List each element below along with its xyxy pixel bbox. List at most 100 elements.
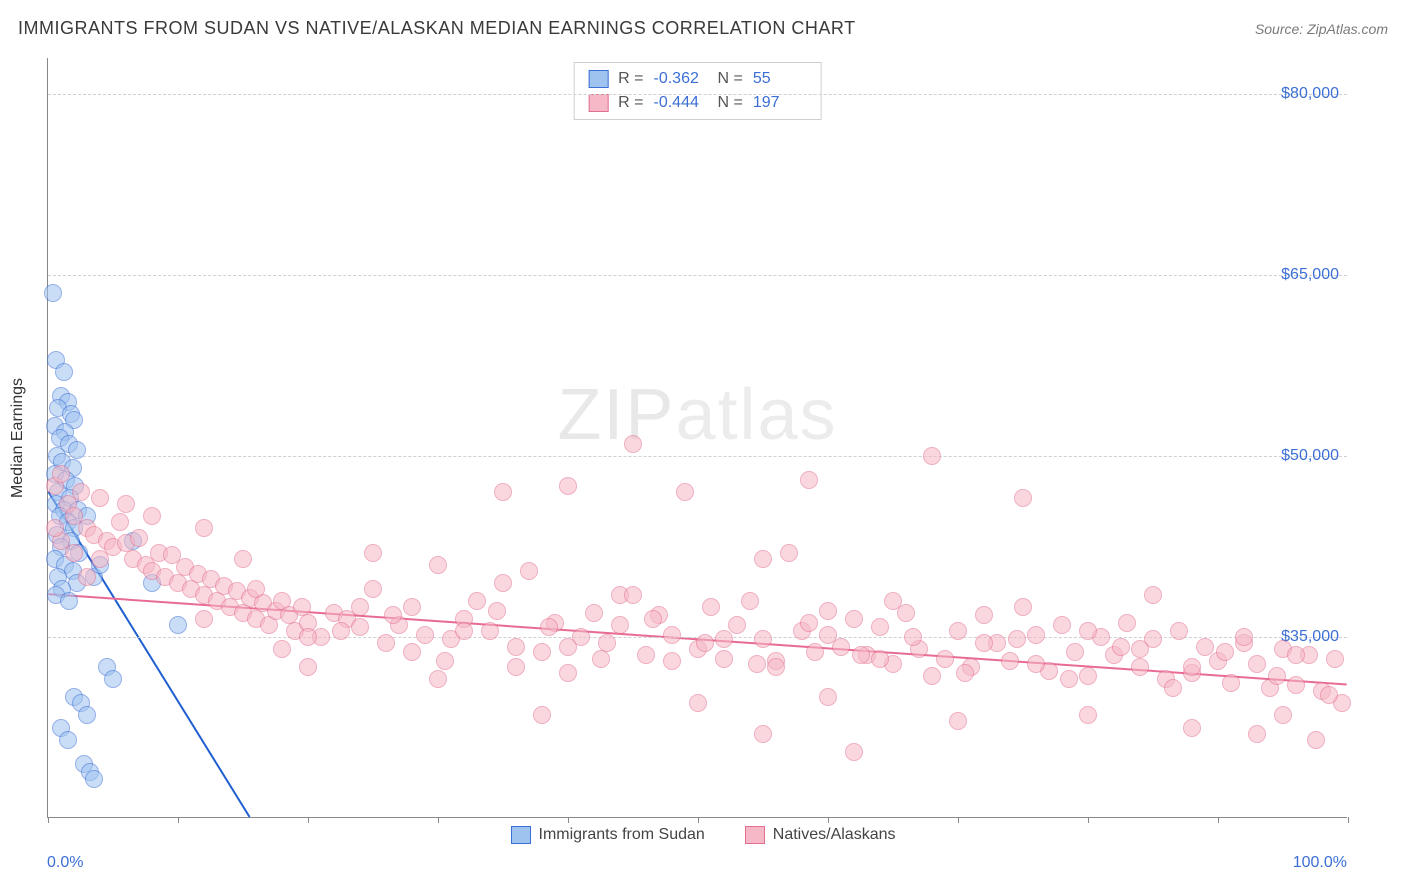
scatter-point: [46, 519, 64, 537]
scatter-point: [468, 592, 486, 610]
scatter-point: [806, 643, 824, 661]
scatter-point: [351, 618, 369, 636]
legend-swatch: [511, 826, 531, 844]
scatter-point: [416, 626, 434, 644]
scatter-point: [377, 634, 395, 652]
scatter-point: [1216, 643, 1234, 661]
scatter-point: [533, 706, 551, 724]
scatter-point: [52, 465, 70, 483]
scatter-point: [767, 658, 785, 676]
scatter-point: [488, 602, 506, 620]
legend-swatch: [745, 826, 765, 844]
scatter-point: [1183, 719, 1201, 737]
stats-legend-box: R =-0.362N =55R =-0.444N =197: [573, 62, 822, 120]
scatter-point: [1320, 686, 1338, 704]
scatter-point: [429, 556, 447, 574]
scatter-point: [1014, 598, 1032, 616]
scatter-point: [403, 598, 421, 616]
scatter-point: [624, 586, 642, 604]
scatter-point: [689, 694, 707, 712]
scatter-point: [663, 626, 681, 644]
gridline: [48, 275, 1347, 276]
scatter-point: [1307, 731, 1325, 749]
scatter-point: [1027, 655, 1045, 673]
scatter-point: [1326, 650, 1344, 668]
scatter-point: [1248, 655, 1266, 673]
scatter-point: [1008, 630, 1026, 648]
scatter-point: [923, 447, 941, 465]
x-tick: [308, 817, 309, 823]
scatter-point: [754, 550, 772, 568]
scatter-point: [611, 616, 629, 634]
scatter-point: [702, 598, 720, 616]
scatter-point: [741, 592, 759, 610]
scatter-point: [540, 618, 558, 636]
scatter-point: [403, 643, 421, 661]
scatter-point: [624, 435, 642, 453]
scatter-point: [819, 626, 837, 644]
scatter-point: [117, 495, 135, 513]
scatter-point: [104, 670, 122, 688]
x-tick: [438, 817, 439, 823]
scatter-point: [696, 634, 714, 652]
scatter-point: [1001, 652, 1019, 670]
scatter-point: [364, 580, 382, 598]
scatter-point: [1268, 667, 1286, 685]
scatter-point: [299, 628, 317, 646]
scatter-point: [195, 610, 213, 628]
scatter-point: [884, 592, 902, 610]
scatter-point: [728, 616, 746, 634]
scatter-point: [111, 513, 129, 531]
scatter-point: [72, 483, 90, 501]
scatter-point: [1131, 640, 1149, 658]
legend-label: Immigrants from Sudan: [539, 826, 705, 844]
y-tick-label: $80,000: [1281, 85, 1339, 103]
gridline: [48, 94, 1347, 95]
legend-swatch: [588, 94, 608, 112]
scatter-point: [663, 652, 681, 670]
scatter-point: [429, 670, 447, 688]
scatter-point: [585, 604, 603, 622]
scatter-point: [91, 489, 109, 507]
x-tick: [178, 817, 179, 823]
scatter-point: [1287, 676, 1305, 694]
scatter-point: [169, 616, 187, 634]
x-tick: [1348, 817, 1349, 823]
x-tick: [1088, 817, 1089, 823]
scatter-point: [1248, 725, 1266, 743]
scatter-point: [332, 622, 350, 640]
scatter-point: [1014, 489, 1032, 507]
scatter-point: [1222, 674, 1240, 692]
scatter-point: [507, 638, 525, 656]
scatter-point: [904, 628, 922, 646]
scatter-point: [715, 630, 733, 648]
scatter-point: [351, 598, 369, 616]
y-tick-label: $65,000: [1281, 266, 1339, 284]
scatter-point: [715, 650, 733, 668]
scatter-point: [949, 712, 967, 730]
scatter-point: [871, 618, 889, 636]
stats-row: R =-0.362N =55: [588, 67, 807, 91]
gridline: [48, 456, 1347, 457]
scatter-point: [1183, 658, 1201, 676]
legend-label: Natives/Alaskans: [773, 826, 896, 844]
scatter-point: [1131, 658, 1149, 676]
scatter-point: [55, 363, 73, 381]
scatter-point: [852, 646, 870, 664]
scatter-point: [949, 622, 967, 640]
stat-n-value: 55: [753, 67, 807, 91]
scatter-point: [1274, 706, 1292, 724]
scatter-point: [1060, 670, 1078, 688]
scatter-point: [195, 519, 213, 537]
x-tick: [1218, 817, 1219, 823]
scatter-point: [800, 614, 818, 632]
scatter-point: [559, 638, 577, 656]
scatter-point: [644, 610, 662, 628]
scatter-point: [60, 592, 78, 610]
scatter-point: [234, 550, 252, 568]
scatter-point: [44, 284, 62, 302]
scatter-point: [923, 667, 941, 685]
scatter-point: [559, 664, 577, 682]
scatter-point: [299, 658, 317, 676]
scatter-point: [1027, 626, 1045, 644]
